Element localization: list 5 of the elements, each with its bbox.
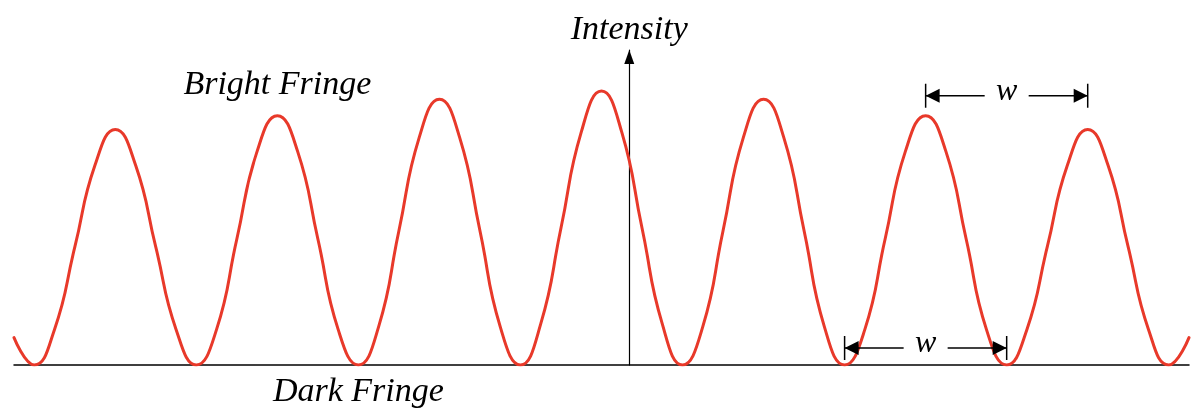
- text: Dark Fringe: [271, 370, 444, 408]
- y-axis-title: Intensity: [569, 8, 689, 46]
- annotation: w: [914, 323, 937, 360]
- annotation: Bright Fringe: [183, 63, 372, 101]
- annotation: w: [996, 71, 1018, 108]
